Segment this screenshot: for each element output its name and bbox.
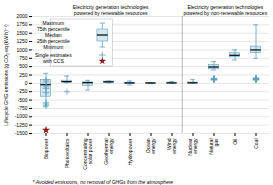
- svg-text:25th percentile: 25th percentile: [36, 37, 70, 44]
- svg-text:1250: 1250: [16, 38, 27, 44]
- svg-text:-1500: -1500: [15, 130, 28, 136]
- svg-text:1750: 1750: [16, 21, 27, 27]
- svg-text:Geothermalenergy: Geothermalenergy: [103, 138, 114, 165]
- svg-text:-1000: -1000: [15, 113, 28, 119]
- svg-text:-500: -500: [17, 97, 27, 103]
- svg-text:75th percentile: 75th percentile: [36, 25, 70, 32]
- svg-text:Windenergy: Windenergy: [166, 138, 177, 154]
- svg-text:-250: -250: [17, 88, 27, 94]
- svg-text:0: 0: [25, 80, 28, 86]
- svg-text:Concentratingsolar power: Concentratingsolar power: [82, 138, 93, 169]
- svg-text:Lifecycle GHG emissions (g CO₂: Lifecycle GHG emissions (g CO₂ eq (kW h)…: [3, 24, 9, 126]
- svg-text:Electricity generation technol: Electricity generation technologiespower…: [73, 4, 149, 16]
- svg-text:Single estimates: Single estimates: [35, 51, 72, 58]
- svg-text:Hydropower: Hydropower: [127, 138, 133, 165]
- svg-text:Maximum: Maximum: [42, 19, 65, 26]
- svg-text:Electricity generation technol: Electricity generation technologiespower…: [183, 4, 267, 16]
- svg-text:500: 500: [19, 63, 28, 69]
- svg-text:Nuclearenergy: Nuclearenergy: [187, 138, 198, 156]
- svg-text:with CCS: with CCS: [43, 58, 65, 64]
- svg-text:250: 250: [19, 72, 28, 78]
- svg-text:Photovoltaics: Photovoltaics: [64, 138, 70, 168]
- svg-text:* Avoided emissions, no remova: * Avoided emissions, no removal of GHGs …: [33, 179, 174, 185]
- svg-text:Oceanenergy: Oceanenergy: [145, 138, 156, 154]
- svg-text:Biopower: Biopower: [43, 138, 49, 159]
- svg-text:750: 750: [19, 55, 28, 61]
- svg-text:1000: 1000: [16, 47, 27, 53]
- svg-text:Coal: Coal: [253, 139, 259, 149]
- svg-text:Median: Median: [45, 31, 62, 38]
- svg-text:-1250: -1250: [15, 122, 28, 128]
- svg-text:-750: -750: [17, 105, 27, 111]
- svg-text:Naturalgas: Naturalgas: [208, 138, 219, 155]
- svg-text:Minimum: Minimum: [43, 44, 63, 50]
- svg-text:2000: 2000: [16, 13, 27, 19]
- svg-text:1500: 1500: [16, 30, 27, 36]
- svg-text:Oil: Oil: [232, 139, 238, 145]
